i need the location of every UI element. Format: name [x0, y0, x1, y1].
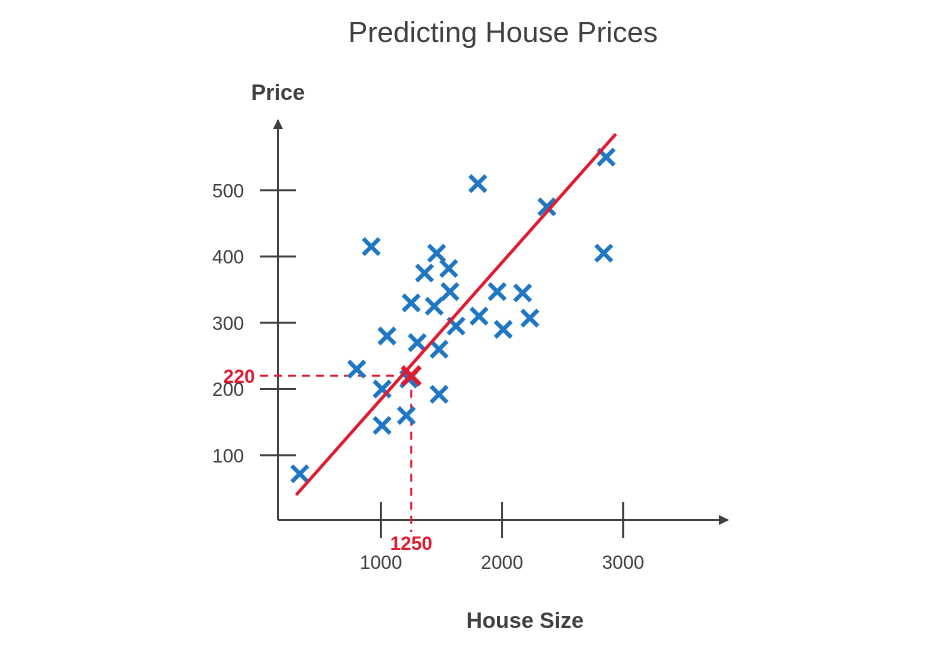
data-point — [347, 359, 367, 379]
y-tick-label: 200 — [212, 380, 244, 401]
data-point — [537, 197, 557, 217]
y-tick-label: 500 — [212, 181, 244, 202]
data-point — [372, 379, 392, 399]
data-point — [594, 243, 614, 263]
y-tick-label: 400 — [212, 248, 244, 269]
data-point — [513, 283, 533, 303]
highlight-guides — [260, 374, 413, 532]
data-point — [424, 296, 444, 316]
fit-line — [294, 132, 618, 497]
data-point — [493, 319, 513, 339]
data-point — [520, 308, 540, 328]
data-point — [401, 293, 421, 313]
x-tick-label: 1000 — [360, 553, 402, 574]
fit-line-group — [294, 132, 618, 497]
data-point — [396, 406, 416, 425]
chart-title: Predicting House Prices — [348, 17, 657, 49]
data-point — [469, 306, 489, 326]
x-tick-label: 2000 — [481, 553, 523, 574]
data-point — [361, 237, 381, 257]
data-point — [487, 282, 507, 302]
data-point — [468, 174, 488, 194]
axis-ticks: 100 200 300 400 500 1000 2000 3000 — [212, 181, 644, 574]
x-tick-label: 3000 — [602, 553, 644, 574]
data-point — [407, 333, 427, 353]
y-axis-label: Price — [251, 80, 305, 105]
data-points — [290, 147, 616, 484]
data-point — [439, 258, 459, 278]
highlight-y-label: 220 — [223, 367, 255, 388]
y-tick-label: 300 — [212, 314, 244, 335]
y-tick-label: 100 — [212, 446, 244, 467]
data-point — [377, 326, 397, 346]
data-point — [429, 384, 449, 404]
data-point — [429, 339, 449, 359]
highlight-point — [400, 365, 422, 387]
data-point — [290, 464, 310, 484]
highlight-x-label: 1250 — [390, 534, 432, 555]
data-point — [427, 243, 447, 263]
data-point — [440, 282, 460, 302]
highlight-group: 220 1250 — [223, 365, 432, 555]
x-axis-label: House Size — [466, 608, 583, 633]
data-point — [372, 415, 392, 435]
data-point — [415, 263, 435, 283]
